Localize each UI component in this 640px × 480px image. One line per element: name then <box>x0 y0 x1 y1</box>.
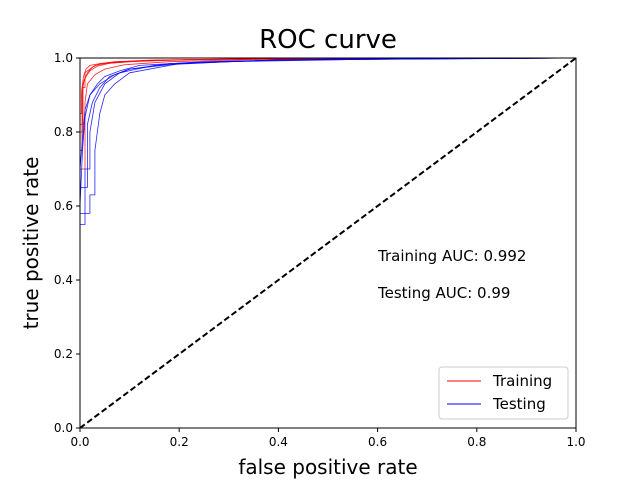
x-axis-title: false positive rate <box>238 455 417 479</box>
x-tick-label: 0.8 <box>467 435 486 449</box>
legend-label-testing: Testing <box>492 395 546 413</box>
y-tick-label: 0.8 <box>54 125 73 139</box>
series-testing <box>80 58 576 428</box>
x-tick-label: 1.0 <box>566 435 585 449</box>
plot-area <box>80 58 576 428</box>
series-training <box>80 58 576 428</box>
y-tick-label: 0.6 <box>54 199 73 213</box>
legend: Training Testing <box>438 366 569 420</box>
testing-roc-curve-5 <box>80 58 576 428</box>
y-tick-label: 0.4 <box>54 273 73 287</box>
y-tick-label: 1.0 <box>54 51 73 65</box>
plot-frame <box>79 57 577 429</box>
y-tick-label: 0.2 <box>54 347 73 361</box>
training-auc-annotation: Training AUC: 0.992 <box>377 247 526 265</box>
x-tick-label: 0.6 <box>368 435 387 449</box>
chart-title: ROC curve <box>259 25 397 55</box>
x-tick-label: 0.4 <box>269 435 288 449</box>
y-tick-label: 0.0 <box>54 421 73 435</box>
training-roc-curve-4 <box>80 58 576 428</box>
legend-box <box>438 366 569 420</box>
training-roc-curve-5 <box>80 58 576 428</box>
legend-label-training: Training <box>492 372 552 390</box>
x-tick-label: 0.2 <box>170 435 189 449</box>
chance-diagonal-line <box>80 58 576 428</box>
testing-auc-annotation: Testing AUC: 0.99 <box>377 284 510 302</box>
y-axis-title: true positive rate <box>19 157 43 330</box>
x-tick-label: 0.0 <box>70 435 89 449</box>
